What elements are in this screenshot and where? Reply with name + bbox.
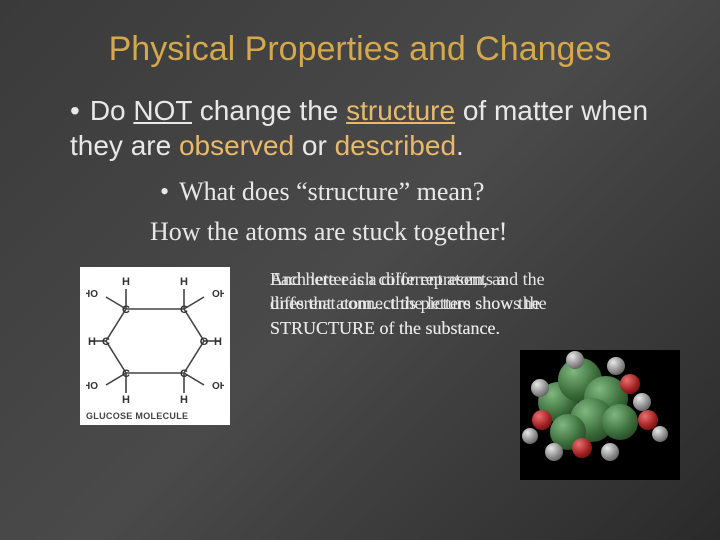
sub-bullet: • What does “structure” mean? — [160, 177, 680, 207]
slide-title: Physical Properties and Changes — [40, 30, 680, 69]
svg-text:C: C — [122, 304, 130, 316]
svg-text:HO: HO — [86, 289, 98, 300]
svg-text:H: H — [180, 394, 188, 405]
atom-ball — [620, 374, 640, 394]
atom-ball — [652, 426, 668, 442]
svg-text:HO: HO — [86, 381, 98, 392]
text: . — [456, 130, 464, 161]
atom-ball — [633, 393, 651, 411]
overlap-layer-2: And here each color represents a differe… — [270, 267, 550, 340]
svg-text:C: C — [102, 336, 110, 348]
overlap-caption: Each letter is a different atom, and the… — [270, 267, 550, 397]
glucose-structural-diagram: H H H H H H C C O C C C OH HO HO OH — [80, 267, 230, 425]
atom-ball — [572, 438, 592, 458]
not-word: NOT — [133, 95, 192, 126]
svg-text:OH: OH — [212, 381, 224, 392]
atom-ball — [607, 357, 625, 375]
diagram-caption: GLUCOSE MOLECULE — [86, 411, 224, 421]
svg-text:C: C — [180, 368, 188, 380]
atom-ball — [601, 443, 619, 461]
text: change the — [192, 95, 346, 126]
svg-text:O: O — [200, 336, 209, 348]
glucose-svg: H H H H H H C C O C C C OH HO HO OH — [86, 275, 224, 405]
atom-ball — [545, 443, 563, 461]
sub-bullet-text: What does “structure” mean? — [179, 177, 484, 206]
svg-text:H: H — [88, 336, 96, 348]
svg-text:H: H — [180, 276, 188, 288]
described-word: described — [335, 130, 456, 161]
main-bullet: •Do NOT change the structure of matter w… — [70, 93, 680, 163]
bullet-dot: • — [160, 177, 169, 206]
atom-ball — [566, 351, 584, 369]
atom-ball — [602, 404, 638, 440]
svg-text:H: H — [122, 276, 130, 288]
bullet-dot: • — [70, 95, 80, 126]
text: or — [294, 130, 334, 161]
atom-ball — [531, 379, 549, 397]
svg-text:C: C — [122, 368, 130, 380]
observed-word: observed — [179, 130, 294, 161]
svg-text:C: C — [180, 304, 188, 316]
structure-word: structure — [346, 95, 455, 126]
svg-text:H: H — [214, 336, 222, 348]
atom-ball — [532, 410, 552, 430]
svg-text:H: H — [122, 394, 130, 405]
answer-text: How the atoms are stuck together! — [150, 217, 680, 247]
svg-text:OH: OH — [212, 289, 224, 300]
text: Do — [90, 95, 134, 126]
glucose-3d-model — [520, 350, 680, 480]
atom-ball — [522, 428, 538, 444]
